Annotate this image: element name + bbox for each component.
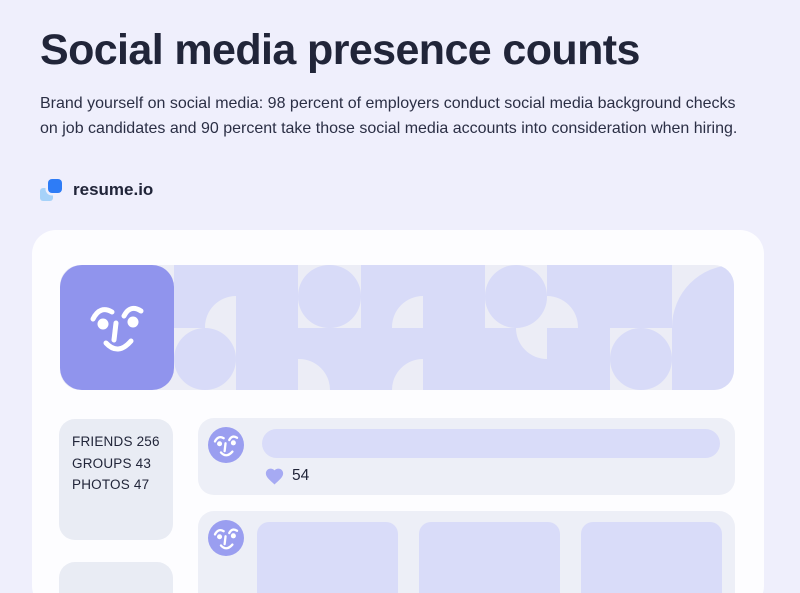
post-card bbox=[198, 511, 735, 593]
banner-shape-notch-br bbox=[360, 327, 423, 390]
stat-groups: GROUPS 43 bbox=[72, 455, 152, 471]
profile-secondary-box bbox=[59, 562, 173, 593]
post-image-placeholder bbox=[581, 522, 722, 593]
post-image-placeholder bbox=[257, 522, 398, 593]
banner-shape-notch-bl bbox=[298, 327, 361, 390]
banner-shape-notch-br bbox=[174, 265, 237, 328]
post-text-placeholder bbox=[262, 429, 720, 458]
logo-blue-square bbox=[48, 179, 62, 193]
resume-logo-icon[interactable] bbox=[40, 179, 62, 201]
page-title: Social media presence counts bbox=[40, 26, 640, 74]
banner-shape-notch-bl bbox=[547, 265, 610, 328]
profile-banner bbox=[60, 265, 734, 390]
smiley-face-icon bbox=[91, 305, 143, 355]
brand-link[interactable]: resume.io bbox=[40, 179, 153, 201]
profile-card: FRIENDS 256 GROUPS 43 PHOTOS 47 54 bbox=[32, 230, 764, 593]
banner-shape-mosaic bbox=[174, 265, 734, 390]
post-avatar bbox=[208, 520, 244, 556]
profile-avatar bbox=[60, 265, 174, 390]
like-count: 54 bbox=[292, 466, 310, 484]
banner-shape-circle bbox=[609, 327, 672, 390]
smiley-face-icon bbox=[213, 434, 239, 456]
smiley-face-icon bbox=[213, 527, 239, 549]
heart-icon bbox=[265, 468, 284, 485]
stat-friends: FRIENDS 256 bbox=[72, 434, 160, 449]
banner-shape-notch-tr bbox=[485, 327, 548, 390]
banner-shape-circle bbox=[298, 265, 361, 328]
brand-name[interactable]: resume.io bbox=[73, 180, 154, 199]
post-card: 54 bbox=[198, 418, 735, 495]
post-avatar bbox=[208, 427, 244, 463]
stat-photos: PHOTOS 47 bbox=[72, 477, 150, 492]
banner-shape-fill bbox=[547, 327, 610, 390]
banner-shape-circle bbox=[174, 327, 237, 390]
like-row: 54 bbox=[264, 466, 309, 485]
banner-shape-notch-br bbox=[360, 265, 423, 328]
banner-shape-fill bbox=[609, 265, 672, 328]
banner-shape-circle bbox=[485, 265, 548, 328]
banner-shape-fill bbox=[671, 327, 734, 390]
page-description: Brand yourself on social media: 98 perce… bbox=[40, 95, 738, 137]
post-image-placeholder bbox=[419, 522, 560, 593]
banner-shape-round-tl bbox=[671, 265, 734, 328]
banner-shape-fill bbox=[236, 265, 299, 328]
banner-shape-fill bbox=[422, 265, 486, 328]
profile-stats-box: FRIENDS 256 GROUPS 43 PHOTOS 47 bbox=[59, 419, 173, 540]
banner-shape-fill bbox=[236, 327, 299, 390]
banner-shape-fill bbox=[422, 327, 486, 390]
